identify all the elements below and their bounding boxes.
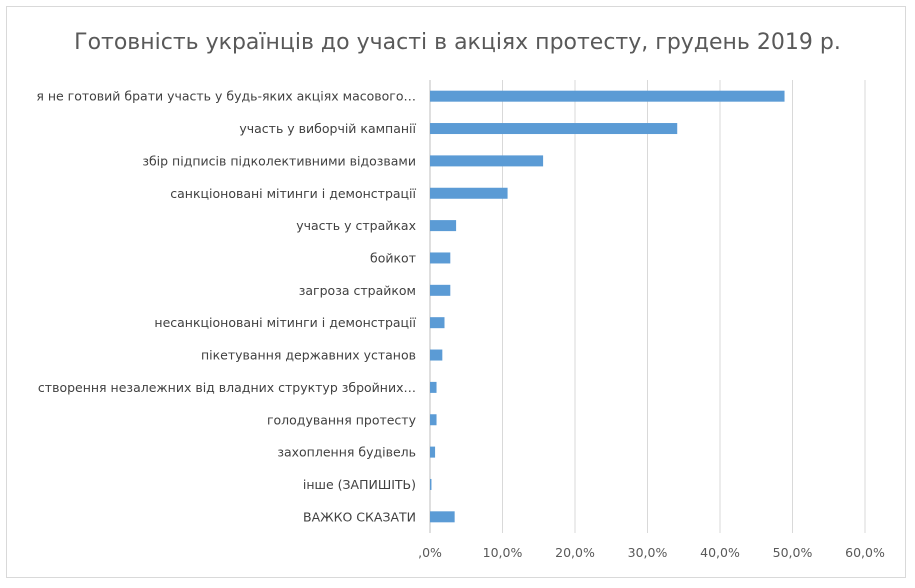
bar [430, 220, 457, 232]
category-label: пікетування державних установ [201, 348, 416, 363]
x-tick-label: 30,0% [628, 545, 668, 560]
category-label: участь у виборчій кампанії [239, 121, 416, 136]
category-label: участь у страйках [296, 218, 416, 233]
category-label: ВАЖКО СКАЗАТИ [303, 509, 416, 524]
x-tick-label: 50,0% [773, 545, 813, 560]
x-tick-label: 20,0% [555, 545, 595, 560]
bar [430, 349, 443, 361]
category-label: несанкціоновані мітинги і демонстрації [154, 315, 416, 330]
category-label: збір підписів підколективними відозвами [142, 153, 416, 168]
bar [430, 511, 455, 523]
category-labels: я не готовий брати участь у будь-яких ак… [36, 89, 416, 525]
category-label: я не готовий брати участь у будь-яких ак… [36, 89, 416, 104]
bar [430, 123, 678, 135]
chart-title: Готовність українців до участі в акціях … [74, 30, 841, 55]
bar [430, 317, 445, 329]
bar [430, 284, 451, 296]
category-label: санкціоновані мітинги і демонстрації [170, 186, 416, 201]
x-tick-label: 40,0% [700, 545, 740, 560]
category-label: створення незалежних від владних структу… [38, 380, 416, 395]
category-label: бойкот [370, 250, 416, 265]
bar [430, 187, 508, 199]
x-tick-label: 10,0% [483, 545, 523, 560]
bar [430, 252, 451, 264]
bar [430, 155, 544, 167]
category-label: загроза страйком [299, 283, 416, 298]
x-tick-labels: ,0% 10,0% 20,0% 30,0% 40,0% 50,0% 60,0% [418, 545, 885, 560]
bar [430, 381, 437, 393]
bars [430, 90, 785, 523]
x-tick-label: ,0% [418, 545, 442, 560]
gridlines [429, 80, 866, 533]
category-label: захоплення будівель [277, 445, 416, 460]
bar [430, 414, 437, 426]
category-label: інше (ЗАПИШІТЬ) [303, 477, 416, 492]
bar [430, 478, 432, 490]
bar [430, 90, 785, 102]
category-label: голодування протесту [267, 412, 417, 427]
x-tick-label: 60,0% [845, 545, 885, 560]
bar [430, 446, 436, 458]
